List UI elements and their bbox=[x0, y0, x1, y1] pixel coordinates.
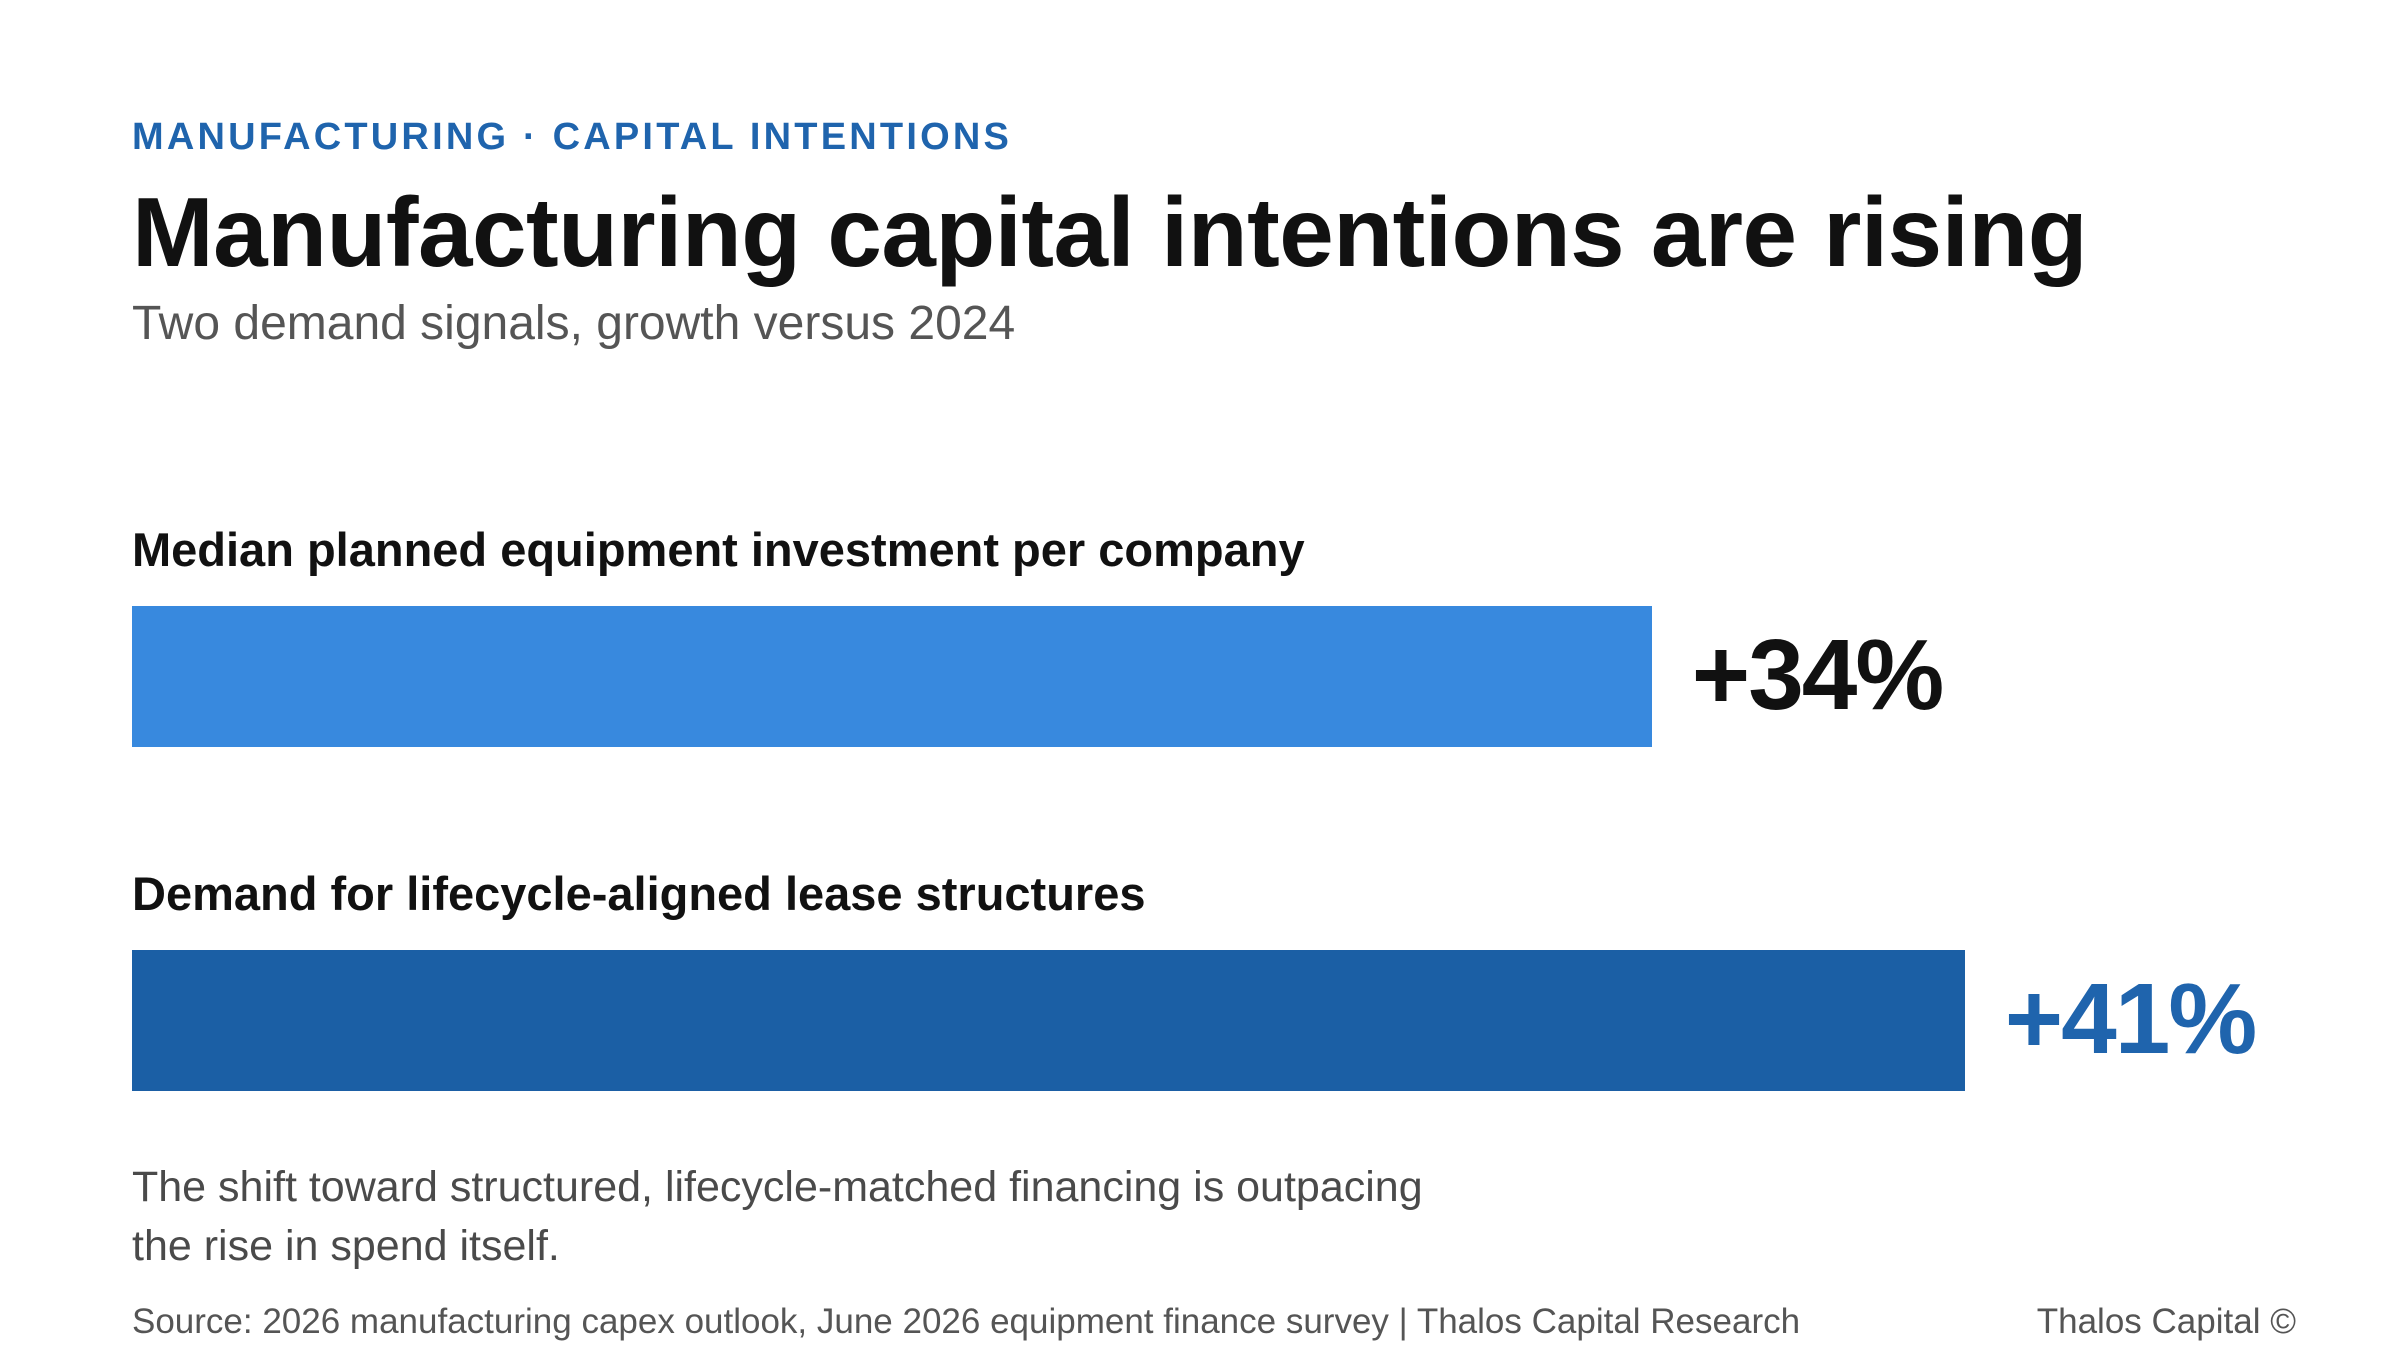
bar-category-label: Demand for lifecycle-aligned lease struc… bbox=[132, 867, 1146, 920]
chart-eyebrow: MANUFACTURING · CAPITAL INTENTIONS bbox=[132, 116, 1013, 158]
takeaway-note: The shift toward structured, lifecycle-m… bbox=[132, 1163, 1423, 1270]
source-note: Source: 2026 manufacturing capex outlook… bbox=[132, 1302, 1801, 1341]
bar bbox=[132, 950, 1965, 1091]
bar-value-label: +41% bbox=[2004, 963, 2258, 1075]
bar-category-label: Median planned equipment investment per … bbox=[132, 523, 1305, 576]
brand-credit: Thalos Capital © bbox=[2036, 1302, 2296, 1341]
bar bbox=[132, 606, 1652, 747]
chart-title: Manufacturing capital intentions are ris… bbox=[132, 177, 2088, 287]
chart-subtitle: Two demand signals, growth versus 2024 bbox=[132, 297, 1016, 350]
bar-value-label: +34% bbox=[1691, 619, 1945, 731]
